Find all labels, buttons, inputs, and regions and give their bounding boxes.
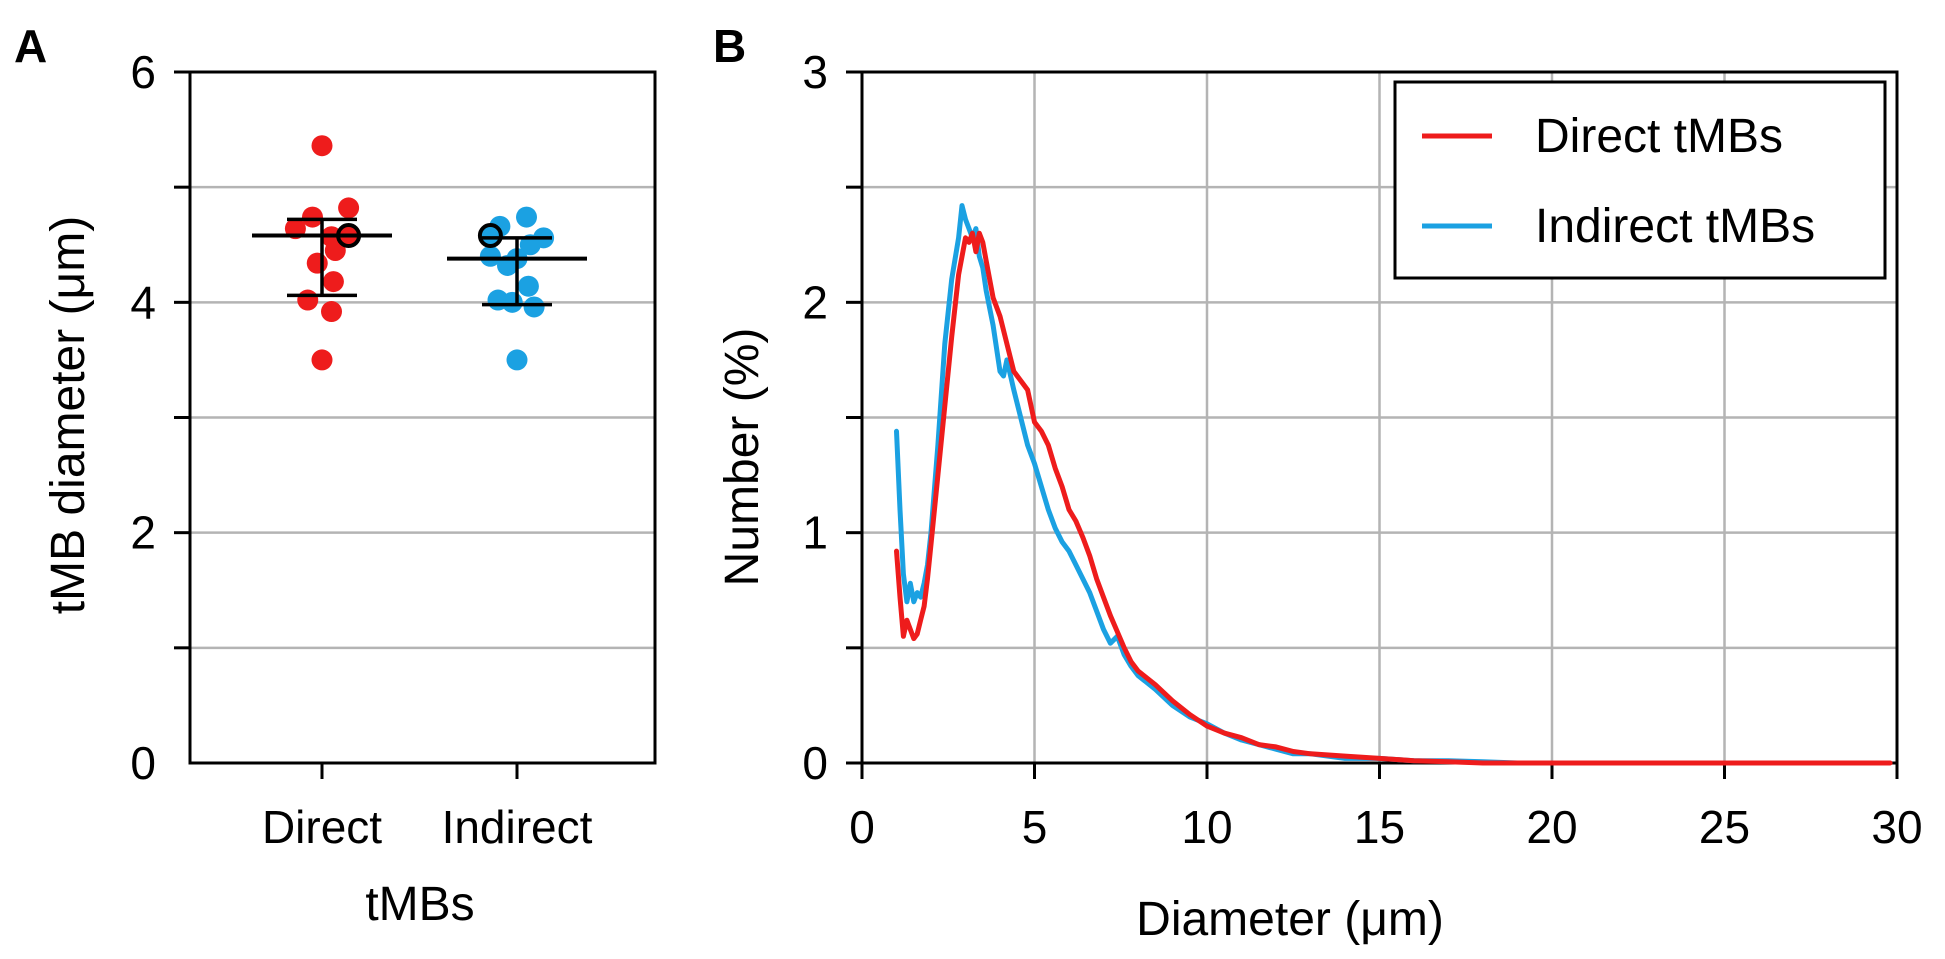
x-tick-label: Direct bbox=[262, 801, 382, 853]
panel-a-x-axis-title: tMBs bbox=[365, 878, 474, 931]
data-point-direct bbox=[321, 301, 342, 323]
series-line-direct bbox=[894, 230, 1893, 766]
panel-a-points bbox=[284, 135, 555, 371]
panel-b-y-ticks: 0 1 2 3 bbox=[802, 46, 862, 789]
data-point-indirect bbox=[479, 245, 501, 267]
y-tick-label: 0 bbox=[130, 737, 156, 789]
data-point-indirect bbox=[501, 291, 523, 313]
data-point-direct bbox=[324, 240, 346, 262]
panel-a-x-ticks: Direct Indirect bbox=[262, 763, 593, 853]
data-point-direct bbox=[306, 252, 328, 274]
panel-a-y-axis-title: tMB diameter (μm) bbox=[42, 216, 95, 614]
x-tick-label: 5 bbox=[1022, 801, 1048, 853]
panel-b-x-ticks: 0 5 10 15 20 25 30 bbox=[849, 763, 1923, 853]
panel-a: A 0 2 4 6 Direct Indirect tMBs tMB diameter … bbox=[14, 20, 657, 931]
panel-b-label: B bbox=[713, 20, 746, 72]
panel-b: B 0 1 2 3 0 5 10 15 20 25 30 Direct tMBs Indirect… bbox=[713, 20, 1923, 946]
x-tick-label: 15 bbox=[1354, 801, 1405, 853]
data-point-direct bbox=[297, 289, 319, 311]
x-tick-label: 0 bbox=[849, 801, 875, 853]
panel-b-x-axis-title: Diameter (μm) bbox=[1136, 893, 1444, 946]
x-tick-label: 20 bbox=[1526, 801, 1577, 853]
y-tick-label: 2 bbox=[802, 276, 828, 328]
x-tick-label: 10 bbox=[1181, 801, 1232, 853]
panel-b-y-axis-title: Number (%) bbox=[716, 328, 769, 587]
data-point-indirect bbox=[477, 223, 503, 249]
panel-b-gridlines bbox=[862, 72, 1897, 763]
legend: Direct tMBs Indirect tMBs bbox=[1393, 80, 1887, 280]
data-point-direct bbox=[338, 197, 360, 219]
data-point-indirect bbox=[517, 275, 539, 297]
legend-box bbox=[1393, 80, 1887, 280]
data-point-direct bbox=[311, 349, 333, 371]
x-tick-label: 25 bbox=[1699, 801, 1750, 853]
legend-label-direct: Direct tMBs bbox=[1535, 110, 1783, 163]
y-tick-label: 3 bbox=[802, 46, 828, 98]
data-point-indirect bbox=[516, 206, 537, 228]
panel-a-error-bars bbox=[252, 217, 587, 307]
y-tick-label: 4 bbox=[130, 276, 156, 328]
panel-a-gridlines bbox=[190, 70, 655, 650]
x-tick-label: 30 bbox=[1871, 801, 1922, 853]
y-tick-label: 6 bbox=[130, 46, 156, 98]
y-tick-label: 0 bbox=[802, 737, 828, 789]
data-point-indirect bbox=[506, 349, 528, 371]
data-point-direct bbox=[322, 271, 344, 293]
panel-b-series-lines bbox=[894, 203, 1893, 766]
data-point-direct bbox=[311, 135, 333, 157]
y-tick-label: 2 bbox=[130, 507, 156, 559]
panel-a-label: A bbox=[14, 20, 47, 72]
data-point-direct bbox=[302, 206, 323, 228]
series-line-indirect bbox=[894, 203, 1555, 766]
data-point-indirect bbox=[523, 296, 545, 318]
legend-label-indirect: Indirect tMBs bbox=[1535, 200, 1815, 253]
x-tick-label: Indirect bbox=[442, 801, 593, 853]
y-tick-label: 1 bbox=[802, 507, 828, 559]
panel-a-y-ticks: 0 2 4 6 bbox=[130, 46, 190, 789]
